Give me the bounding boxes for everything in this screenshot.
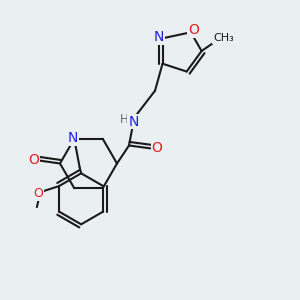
Text: N: N (128, 115, 139, 128)
Text: N: N (68, 131, 78, 145)
Text: O: O (188, 23, 199, 37)
Text: O: O (152, 141, 162, 154)
Text: CH₃: CH₃ (213, 33, 234, 43)
Text: O: O (33, 188, 43, 200)
Text: H: H (119, 112, 128, 126)
Text: O: O (28, 153, 39, 166)
Text: N: N (154, 30, 164, 44)
